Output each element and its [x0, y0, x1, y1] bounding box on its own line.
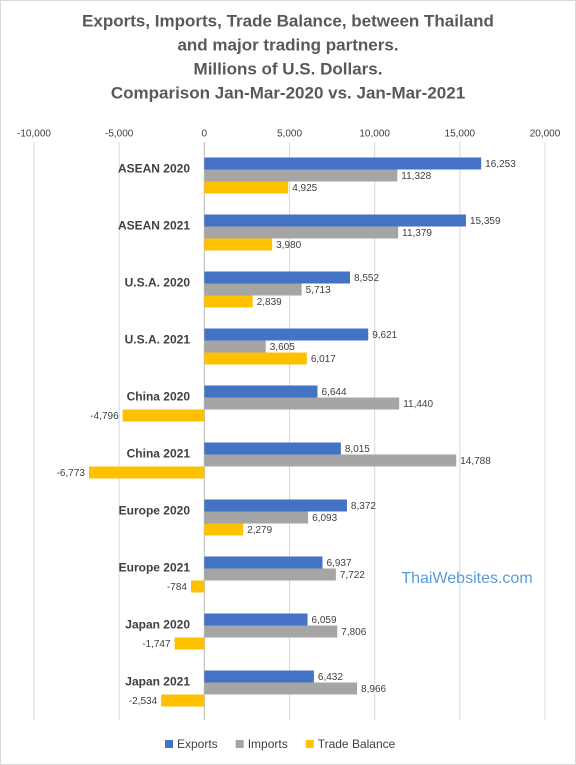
bar: [204, 385, 318, 398]
category-label: China 2021: [127, 447, 191, 461]
value-label: 8,966: [361, 684, 386, 695]
value-label: 6,017: [311, 354, 336, 365]
bar: [204, 523, 244, 536]
category-label: ASEAN 2021: [118, 219, 190, 233]
value-label: 3,980: [276, 240, 301, 251]
value-label: 3,605: [270, 342, 295, 353]
bar: [204, 352, 307, 365]
bar: [161, 694, 205, 707]
bar: [122, 409, 205, 422]
value-label: 11,328: [401, 171, 431, 182]
bar: [204, 226, 399, 239]
bar: [204, 499, 347, 512]
value-label: 6,432: [318, 672, 343, 683]
value-label: 2,279: [247, 525, 272, 536]
value-label: 6,937: [326, 558, 351, 569]
legend-swatch: [235, 740, 244, 748]
category-label: Japan 2020: [125, 618, 190, 632]
bar: [204, 442, 341, 455]
category-label: Europe 2020: [119, 504, 191, 518]
bar: [204, 454, 457, 467]
legend-label: Exports: [177, 737, 218, 751]
legend-swatch: [165, 740, 173, 748]
x-tick-label: 15,000: [445, 129, 476, 140]
bar: [204, 238, 273, 251]
value-label: 16,253: [485, 159, 516, 170]
x-tick-label: 0: [202, 129, 208, 140]
bar: [204, 625, 338, 638]
value-label: 9,621: [372, 330, 397, 341]
value-label: 7,806: [341, 627, 366, 638]
category-label: Europe 2021: [119, 561, 191, 575]
category-label: U.S.A. 2021: [125, 333, 191, 347]
x-tick-label: 10,000: [359, 129, 390, 140]
x-tick-label: 20,000: [530, 129, 561, 140]
bar: [204, 169, 398, 182]
x-tick-label: -10,000: [17, 129, 51, 140]
category-label: China 2020: [127, 390, 191, 404]
bar: [204, 283, 302, 296]
legend-label: Trade Balance: [318, 737, 396, 751]
category-label: U.S.A. 2020: [125, 276, 191, 290]
bar: [88, 466, 205, 479]
value-label: 14,788: [460, 456, 491, 467]
value-label: 8,372: [351, 501, 376, 512]
bar: [204, 682, 358, 695]
value-label: -1,747: [142, 639, 171, 650]
bar: [204, 295, 253, 308]
bar: [190, 580, 205, 593]
bar: [204, 328, 369, 341]
value-label: 6,059: [312, 615, 337, 626]
value-label: -6,773: [57, 468, 86, 479]
bar: [204, 511, 309, 524]
bar: [204, 214, 466, 227]
bar: [204, 397, 400, 410]
value-label: -2,534: [129, 696, 158, 707]
x-tick-label: 5,000: [277, 129, 302, 140]
value-label: 4,925: [292, 183, 317, 194]
watermark: ThaiWebsites.com: [401, 570, 532, 587]
legend-label: Imports: [248, 737, 288, 751]
bar: [204, 157, 482, 170]
value-label: -784: [167, 582, 187, 593]
bar: [204, 670, 314, 683]
bar: [204, 568, 336, 581]
value-label: 6,644: [322, 387, 347, 398]
value-label: 5,713: [306, 285, 331, 296]
value-label: 11,379: [402, 228, 432, 239]
chart-title: Millions of U.S. Dollars.: [194, 59, 383, 78]
chart-title: Exports, Imports, Trade Balance, between…: [82, 11, 494, 30]
value-label: 6,093: [312, 513, 337, 524]
x-tick-label: -5,000: [105, 129, 134, 140]
category-label: ASEAN 2020: [118, 162, 190, 176]
chart-title: and major trading partners.: [177, 35, 398, 54]
bar: [204, 271, 351, 284]
bar: [204, 556, 323, 569]
value-label: 8,552: [354, 273, 379, 284]
value-label: 2,839: [257, 297, 282, 308]
value-label: 15,359: [470, 216, 501, 227]
value-label: 7,722: [340, 570, 365, 581]
chart-title: Comparison Jan-Mar-2020 vs. Jan-Mar-2021: [111, 83, 465, 102]
bar: [204, 181, 289, 194]
category-label: Japan 2021: [125, 675, 190, 689]
value-label: 8,015: [345, 444, 370, 455]
bar: [174, 637, 205, 650]
value-label: -4,796: [90, 411, 119, 422]
bar: [204, 340, 266, 353]
value-label: 11,440: [403, 399, 433, 410]
legend-swatch: [305, 740, 314, 748]
bar: [204, 613, 308, 626]
